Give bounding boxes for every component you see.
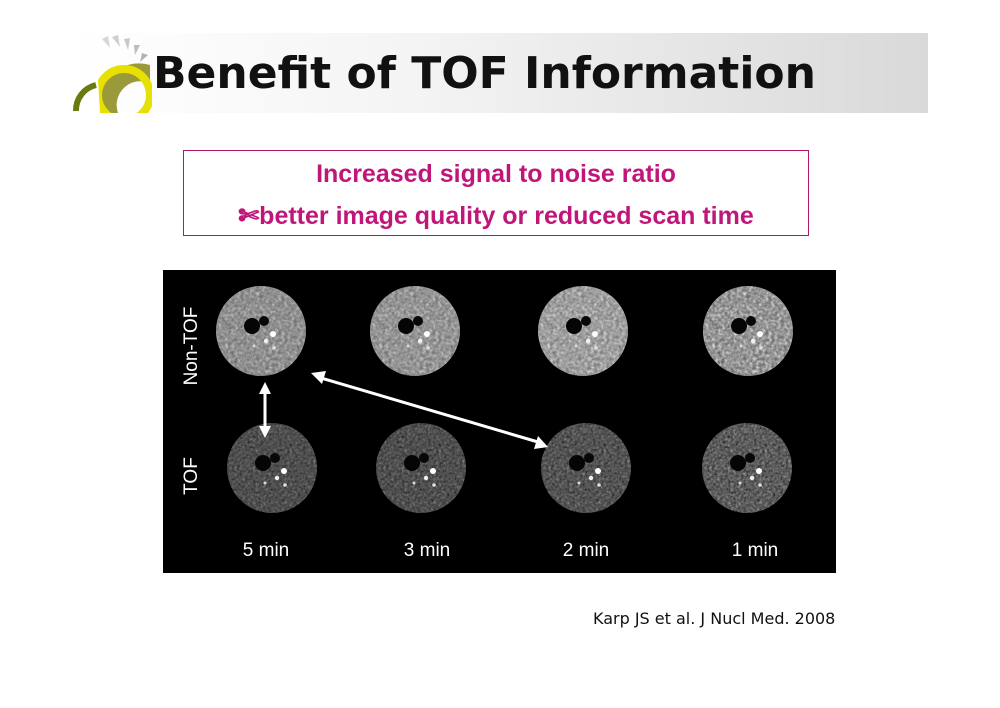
logo-rays [102,35,148,62]
scan-time-label: 5 min [243,540,289,561]
logo-icon [72,35,152,113]
citation: Karp JS et al. J Nucl Med. 2008 [593,609,836,628]
pet-image-tof-2min [541,423,631,513]
pet-image-figure: Non-TOF TOF 5 min 3 min 2 min 1 min [163,270,836,573]
pet-image-nontof-1min [703,286,793,376]
scan-time-label: 3 min [404,540,450,561]
callout-line-1: Increased signal to noise ratio [316,160,676,188]
pet-image-nontof-2min [538,286,628,376]
scissors-icon: ✄ [238,202,260,230]
slide-title: Benefit of TOF Information [153,48,816,99]
callout-line-2-text: better image quality or reduced scan tim… [259,202,754,230]
pet-image-nontof-5min [216,286,306,376]
pet-image-grid: Non-TOF TOF 5 min 3 min 2 min 1 min [181,286,793,561]
pet-image-nontof-3min [370,286,460,376]
scan-time-label: 2 min [563,540,609,561]
row-label-nontof: Non-TOF [181,307,202,386]
callout-line-2: ✄better image quality or reduced scan ti… [184,200,808,232]
title-bar [72,33,928,113]
diagonal-compare-arrow [311,371,548,449]
scan-time-label: 1 min [732,540,778,561]
pet-image-tof-5min [227,423,317,513]
pet-image-tof-1min [702,423,792,513]
callout-box: Increased signal to noise ratio ✄better … [183,150,809,236]
pet-image-tof-3min [376,423,466,513]
vertical-compare-arrow [259,382,271,438]
row-label-tof: TOF [181,457,202,495]
